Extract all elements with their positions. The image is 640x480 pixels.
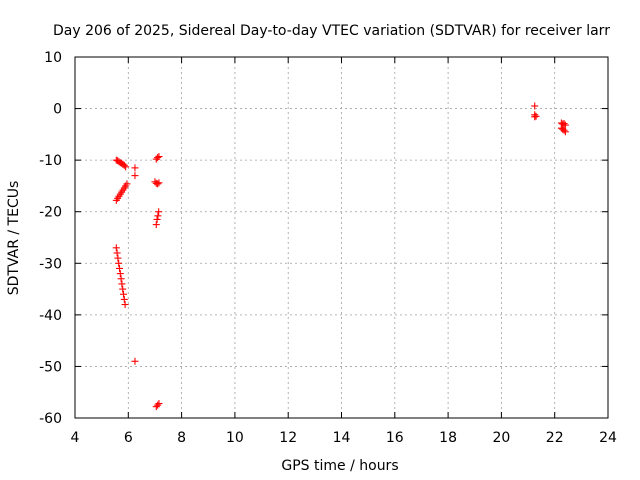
plus-marker bbox=[561, 121, 569, 129]
x-tick-label: 20 bbox=[492, 430, 510, 446]
chart-title: Day 206 of 2025, Sidereal Day-to-day VTE… bbox=[53, 23, 610, 39]
plus-marker bbox=[155, 400, 163, 408]
x-tick-label: 12 bbox=[279, 430, 297, 446]
y-tick-label: -10 bbox=[39, 153, 62, 169]
axis-ticks: 4 6 8 10 12 14 16 18 20 22 24 10 0 -10 -20 -30 -40 -50 -60 bbox=[39, 50, 617, 446]
plus-marker bbox=[131, 164, 139, 172]
plus-marker bbox=[120, 295, 128, 303]
plus-marker bbox=[116, 264, 124, 272]
data-points bbox=[112, 102, 569, 411]
plus-marker bbox=[154, 180, 162, 188]
plus-marker bbox=[531, 102, 539, 110]
plus-marker bbox=[113, 249, 121, 257]
plus-marker bbox=[118, 280, 126, 288]
y-tick-label: -40 bbox=[39, 308, 62, 324]
x-tick-label: 14 bbox=[333, 430, 351, 446]
x-tick-label: 10 bbox=[226, 430, 244, 446]
plus-marker bbox=[117, 275, 125, 283]
y-tick-label: -30 bbox=[39, 256, 62, 272]
plus-marker bbox=[120, 161, 128, 169]
plus-marker bbox=[154, 212, 162, 220]
plus-marker bbox=[153, 215, 161, 223]
plus-marker bbox=[115, 259, 123, 267]
y-tick-label: 10 bbox=[44, 50, 62, 66]
y-tick-label: -60 bbox=[39, 411, 62, 427]
plus-marker bbox=[131, 172, 139, 180]
plus-marker bbox=[155, 153, 163, 161]
plus-marker bbox=[120, 290, 128, 298]
grid-lines bbox=[75, 57, 608, 418]
plus-marker bbox=[116, 270, 124, 278]
y-tick-label: -20 bbox=[39, 205, 62, 221]
x-tick-label: 8 bbox=[177, 430, 186, 446]
y-axis-label: SDTVAR / TECUs bbox=[6, 181, 22, 296]
plus-marker bbox=[119, 285, 127, 293]
plus-marker bbox=[154, 401, 162, 409]
x-tick-label: 24 bbox=[599, 430, 617, 446]
plus-marker bbox=[154, 154, 162, 162]
plus-marker bbox=[131, 357, 139, 365]
x-tick-label: 6 bbox=[124, 430, 133, 446]
x-axis-label: GPS time / hours bbox=[281, 458, 398, 474]
plus-marker bbox=[152, 221, 160, 229]
plus-marker bbox=[123, 180, 131, 188]
plus-marker bbox=[114, 254, 122, 262]
y-tick-label: 0 bbox=[53, 102, 62, 118]
plus-marker bbox=[112, 244, 120, 252]
x-tick-label: 18 bbox=[439, 430, 457, 446]
plus-marker bbox=[155, 208, 163, 216]
plus-marker bbox=[560, 126, 568, 134]
x-tick-label: 22 bbox=[546, 430, 564, 446]
plus-marker bbox=[121, 301, 129, 309]
y-tick-label: -50 bbox=[39, 359, 62, 375]
plus-marker bbox=[532, 112, 540, 120]
x-tick-label: 16 bbox=[386, 430, 404, 446]
plus-marker bbox=[560, 120, 568, 128]
x-tick-label: 4 bbox=[71, 430, 80, 446]
plus-marker bbox=[155, 179, 163, 187]
plus-marker bbox=[561, 128, 569, 136]
plus-marker bbox=[122, 163, 130, 171]
